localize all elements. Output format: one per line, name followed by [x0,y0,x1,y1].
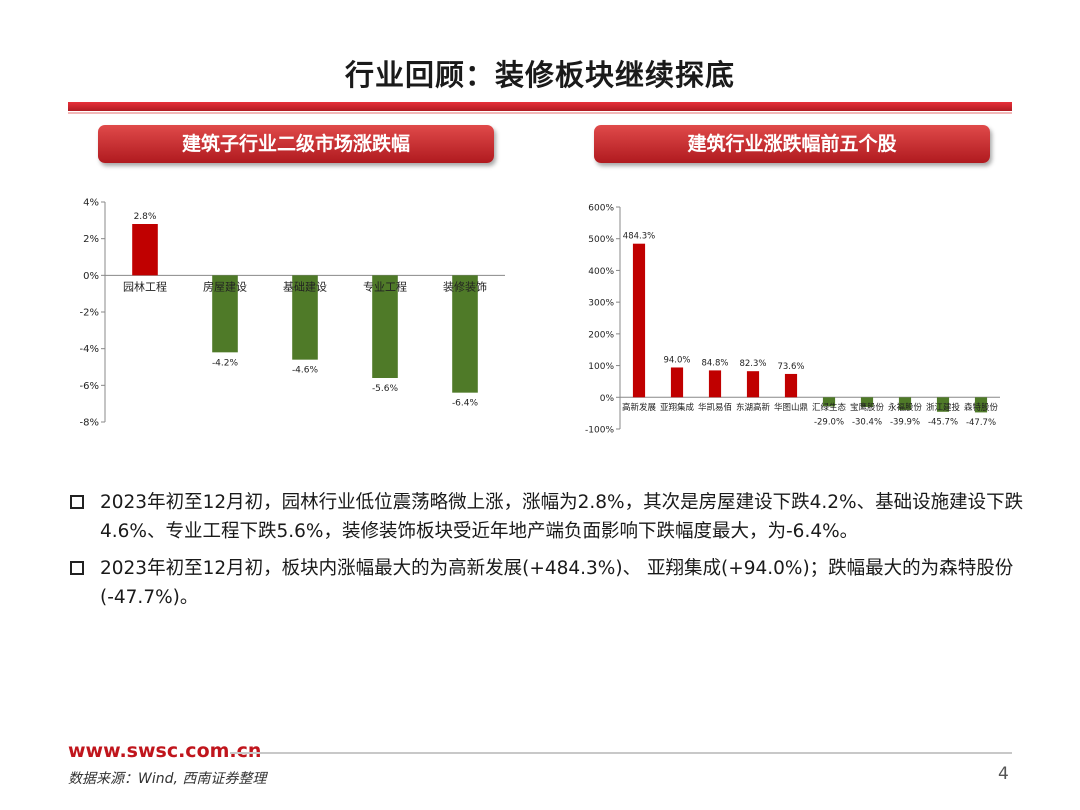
bullet-item: 2023年初至12月初，园林行业低位震荡略微上涨，涨幅为2.8%，其次是房屋建设… [68,488,1028,546]
data-label: -29.0% [814,417,844,427]
bar [860,397,874,407]
bar [974,397,988,413]
data-label: 484.3% [623,232,655,242]
bar [936,397,950,412]
y-tick-label: -100% [585,426,614,436]
category-label: 永福股份 [888,402,923,413]
sector-returns-chart: 4% 2% 0% -2% -4% -6% -8% 2.8% 园林工程 -4.2% 房屋建设 -4.6%… [80,198,505,429]
y-tick-label: 0% [83,271,99,282]
footer-divider [230,752,1012,754]
data-label: 2.8% [134,212,157,222]
y-tick-label: -4% [80,344,99,355]
category-label: 东湖高新 [736,402,771,413]
bar [784,373,798,398]
bar [632,243,646,398]
category-label: 高新发展 [622,402,657,413]
page-number: 4 [998,764,1009,784]
category-label: 园林工程 [123,279,167,293]
y-tick-label: 500% [588,235,614,245]
bar [898,397,912,410]
data-label: 73.6% [777,362,804,372]
category-label: 专业工程 [363,279,407,293]
footer-website-link[interactable]: www.swsc.com.cn [68,740,262,762]
category-label: 浙江建投 [926,402,961,413]
bullet-list: 2023年初至12月初，园林行业低位震荡略微上涨，涨幅为2.8%，其次是房屋建设… [68,488,1028,620]
category-label: 装修装饰 [443,279,487,293]
data-label: -45.7% [928,417,958,427]
left-chart-heading: 建筑子行业二级市场涨跌幅 [98,125,494,163]
y-tick-label: 2% [83,234,99,245]
page-title: 行业回顾：装修板块继续探底 [344,58,735,92]
category-label: 华凯易佰 [698,402,732,413]
top-stocks-chart: 600% 500% 400% 300% 200% 100% 0% -100% 484.3% 高新发… [585,204,1000,436]
data-label: -39.9% [890,417,920,427]
bullet-text: 2023年初至12月初，园林行业低位震荡略微上涨，涨幅为2.8%，其次是房屋建设… [100,492,1024,542]
bar [452,275,478,393]
y-tick-label: 4% [83,198,99,209]
category-label: 森特股份 [964,402,999,413]
data-label: 94.0% [663,355,690,365]
bar [670,367,684,398]
y-tick-label: 300% [588,299,614,309]
y-tick-label: 400% [588,267,614,277]
category-label: 华图山鼎 [774,402,808,413]
y-tick-label: -6% [80,381,99,392]
y-tick-label: 600% [588,204,614,214]
bar [372,275,398,378]
y-tick-label: 200% [588,330,614,340]
data-label: -47.7% [966,418,996,428]
y-tick-label: 0% [600,394,615,404]
y-tick-label: 100% [588,362,614,372]
category-label: 基础建设 [283,279,327,293]
title-underline-shadow [68,112,1012,114]
footer-source-note: 数据来源：Wind, 西南证券整理 [68,771,267,787]
bar [132,224,158,276]
category-label: 汇绿生态 [812,402,847,413]
bar [708,370,722,398]
checkbox-square-icon [70,561,84,575]
data-label: -5.6% [372,384,399,394]
category-label: 房屋建设 [203,279,247,293]
bullet-item: 2023年初至12月初，板块内涨幅最大的为高新发展(+484.3%)、 亚翔集成… [68,554,1028,612]
bar [292,275,318,360]
data-label: -30.4% [852,417,882,427]
data-label: 84.8% [701,358,728,368]
data-label: -4.6% [292,366,319,376]
data-label: -6.4% [452,399,479,409]
bar [212,275,238,353]
bar [746,371,760,398]
bar [822,397,836,407]
data-label: 82.3% [739,359,766,369]
y-tick-label: -2% [80,308,99,319]
y-tick-label: -8% [80,418,99,429]
checkbox-square-icon [70,495,84,509]
category-label: 宝鹰股份 [850,402,885,413]
bullet-text: 2023年初至12月初，板块内涨幅最大的为高新发展(+484.3%)、 亚翔集成… [100,558,1014,608]
right-chart-heading: 建筑行业涨跌幅前五个股 [594,125,990,163]
title-underline [68,102,1012,111]
data-label: -4.2% [212,358,239,368]
category-label: 亚翔集成 [660,402,695,413]
